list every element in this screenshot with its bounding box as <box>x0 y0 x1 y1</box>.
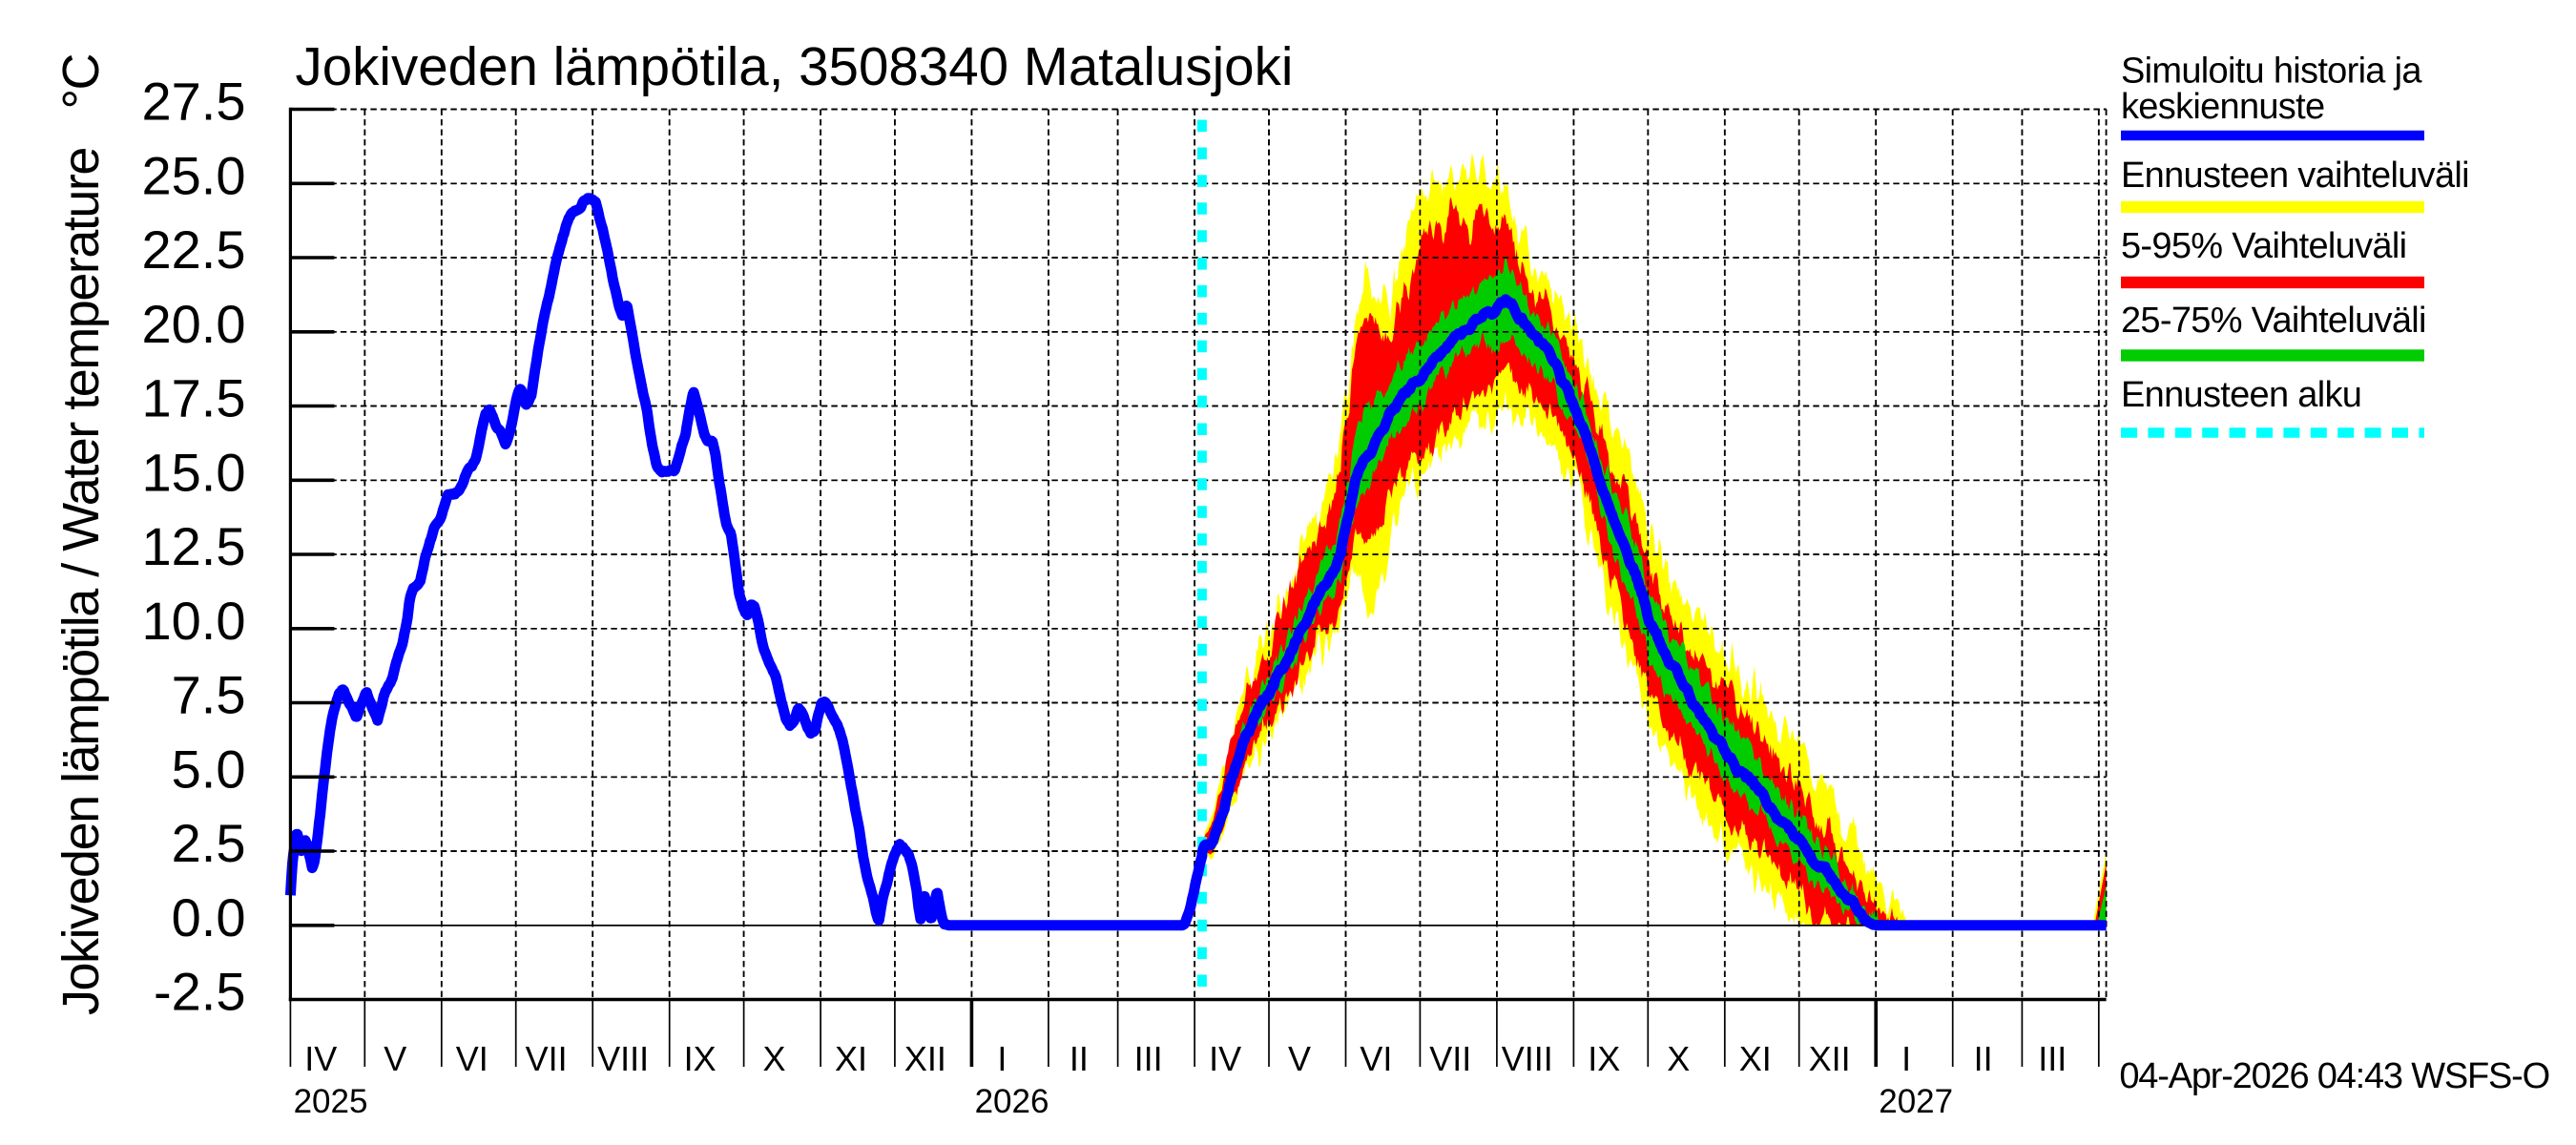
svg-text:IX: IX <box>1588 1039 1620 1078</box>
svg-text:VII: VII <box>526 1039 568 1078</box>
svg-text:2025: 2025 <box>294 1083 368 1120</box>
svg-text:2.5: 2.5 <box>172 813 246 873</box>
svg-text:20.0: 20.0 <box>142 294 246 354</box>
svg-text:VIII: VIII <box>1502 1039 1553 1078</box>
svg-text:keskiennuste: keskiennuste <box>2121 87 2324 127</box>
svg-text:04-Apr-2026 04:43 WSFS-O: 04-Apr-2026 04:43 WSFS-O <box>2119 1056 2549 1096</box>
svg-text:XII: XII <box>904 1039 946 1078</box>
svg-text:IV: IV <box>304 1039 337 1078</box>
svg-text:III: III <box>2038 1039 2067 1078</box>
svg-text:IV: IV <box>1209 1039 1241 1078</box>
svg-text:VI: VI <box>456 1039 488 1078</box>
svg-text:III: III <box>1134 1039 1163 1078</box>
svg-text:17.5: 17.5 <box>142 368 246 428</box>
svg-text:22.5: 22.5 <box>142 219 246 280</box>
svg-text:25-75% Vaihteluväli: 25-75% Vaihteluväli <box>2121 301 2426 341</box>
svg-text:VI: VI <box>1360 1039 1392 1078</box>
svg-text:XII: XII <box>1809 1039 1851 1078</box>
svg-text:XI: XI <box>835 1039 867 1078</box>
svg-text:I: I <box>997 1039 1007 1078</box>
svg-text:2027: 2027 <box>1879 1083 1953 1120</box>
svg-text:0.0: 0.0 <box>172 887 246 947</box>
svg-text:IX: IX <box>684 1039 717 1078</box>
svg-text:12.5: 12.5 <box>142 516 246 576</box>
svg-text:15.0: 15.0 <box>142 442 246 502</box>
svg-text:5.0: 5.0 <box>172 739 246 799</box>
svg-text:V: V <box>384 1039 406 1078</box>
svg-text:II: II <box>1974 1039 1993 1078</box>
svg-text:7.5: 7.5 <box>172 665 246 725</box>
svg-text:10.0: 10.0 <box>142 591 246 651</box>
svg-text:25.0: 25.0 <box>142 145 246 205</box>
svg-text:VII: VII <box>1429 1039 1471 1078</box>
svg-text:Jokiveden lämpötila / Water te: Jokiveden lämpötila / Water temperature … <box>52 54 110 1015</box>
svg-text:Simuloitu historia ja: Simuloitu historia ja <box>2121 52 2422 92</box>
svg-text:Ennusteen alku: Ennusteen alku <box>2121 375 2361 415</box>
svg-text:VIII: VIII <box>597 1039 649 1078</box>
svg-text:Jokiveden lämpötila, 3508340 M: Jokiveden lämpötila, 3508340 Matalusjoki <box>296 36 1294 96</box>
svg-text:XI: XI <box>1739 1039 1772 1078</box>
svg-text:Ennusteen vaihteluväli: Ennusteen vaihteluväli <box>2121 156 2469 196</box>
svg-text:27.5: 27.5 <box>142 72 246 132</box>
svg-text:2026: 2026 <box>975 1083 1049 1120</box>
svg-text:X: X <box>1667 1039 1690 1078</box>
svg-text:5-95% Vaihteluväli: 5-95% Vaihteluväli <box>2121 226 2406 266</box>
svg-text:X: X <box>762 1039 785 1078</box>
svg-text:V: V <box>1288 1039 1311 1078</box>
svg-text:-2.5: -2.5 <box>154 962 246 1022</box>
svg-text:I: I <box>1901 1039 1911 1078</box>
svg-text:II: II <box>1070 1039 1089 1078</box>
